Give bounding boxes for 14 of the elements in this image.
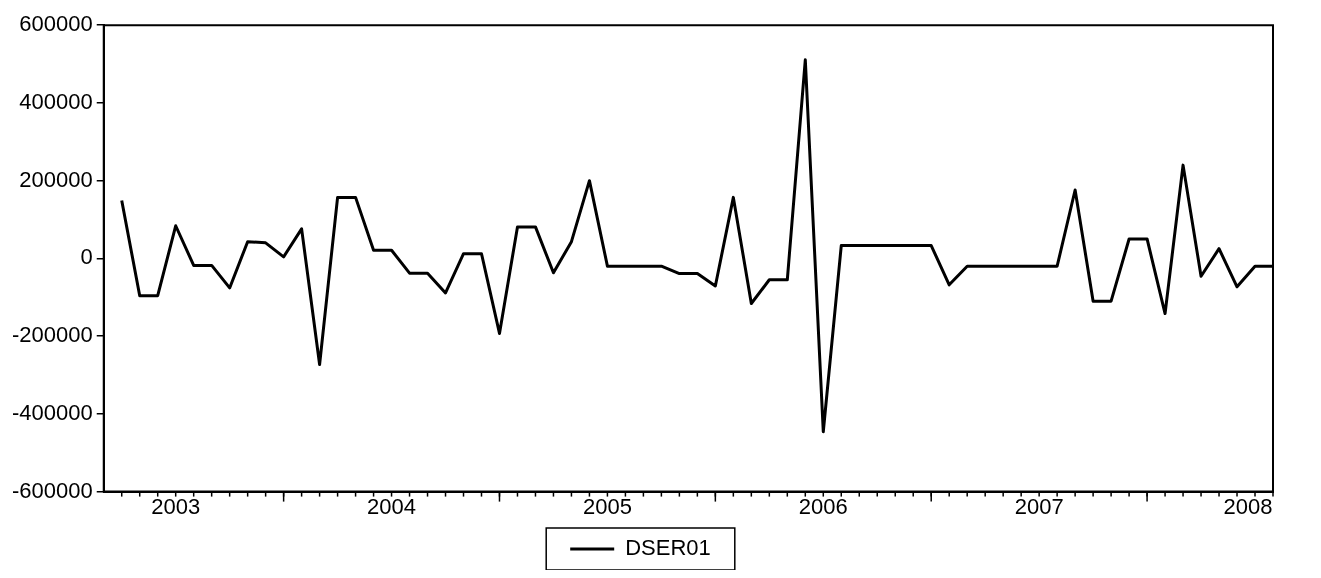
y-tick-label: 200000 (19, 166, 93, 192)
y-tick-label: -200000 (11, 322, 93, 348)
y-tick-label: 400000 (19, 89, 93, 114)
x-tick-label: 2008 (1223, 493, 1273, 519)
x-tick-label: 2006 (798, 493, 848, 519)
y-tick-label: -600000 (11, 477, 93, 503)
legend-label: DSER01 (625, 535, 711, 561)
x-tick-label: 2004 (367, 493, 417, 519)
x-tick-label: 2003 (151, 493, 201, 519)
x-tick-label: 2007 (1014, 493, 1064, 519)
y-tick-label: 600000 (19, 11, 93, 37)
x-tick-label: 2005 (582, 493, 632, 519)
y-tick-label: 0 (80, 244, 93, 270)
y-tick-label: -400000 (11, 399, 93, 425)
